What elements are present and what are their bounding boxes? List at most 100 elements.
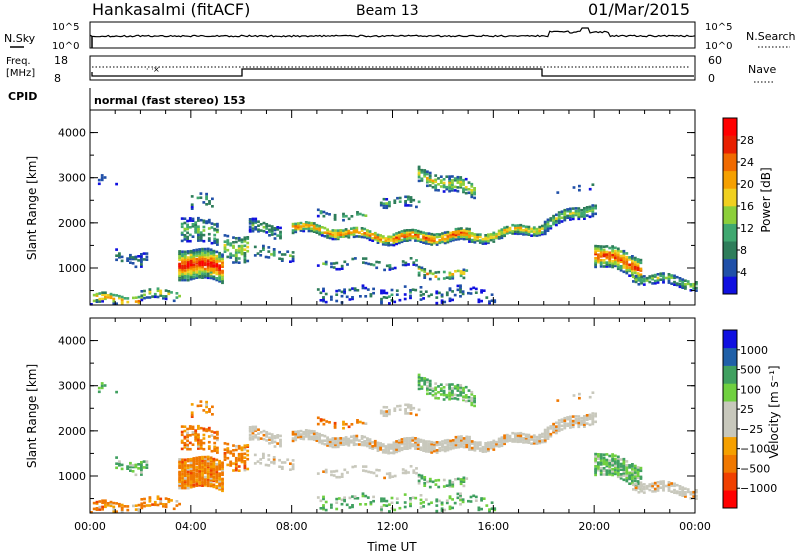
echo-cell bbox=[465, 477, 469, 480]
echo-cell bbox=[546, 227, 550, 230]
echo-cell bbox=[577, 425, 581, 429]
echo-cell bbox=[614, 256, 617, 260]
echo-cell bbox=[350, 215, 354, 218]
echo-cell bbox=[140, 502, 144, 505]
echo-cell bbox=[201, 253, 204, 257]
echo-cell bbox=[186, 435, 189, 439]
echo-cell bbox=[363, 435, 367, 439]
echo-cell bbox=[310, 227, 313, 230]
echo-cell bbox=[442, 478, 446, 482]
echo-cell bbox=[625, 268, 629, 272]
echo-cell bbox=[628, 474, 631, 477]
echo-cell bbox=[580, 213, 583, 217]
echo-cell bbox=[611, 263, 614, 267]
echo-cell bbox=[397, 442, 401, 446]
echo-cell bbox=[137, 467, 140, 470]
echo-cell bbox=[557, 217, 561, 220]
echo-cell bbox=[206, 259, 210, 263]
echo-cell bbox=[395, 238, 398, 241]
echo-cell bbox=[451, 189, 454, 192]
echo-cell bbox=[434, 382, 438, 385]
echo-cell bbox=[175, 296, 179, 299]
echo-cell bbox=[695, 489, 698, 492]
echo-cell bbox=[324, 470, 328, 474]
echo-cell bbox=[495, 442, 498, 446]
echo-cell bbox=[419, 440, 423, 443]
echo-cell bbox=[473, 446, 477, 450]
echo-cell bbox=[594, 252, 597, 256]
echo-cell bbox=[181, 264, 184, 268]
echo-cell bbox=[120, 295, 124, 299]
echo-cell bbox=[478, 235, 482, 239]
echo-cell bbox=[400, 230, 404, 233]
echo-cell bbox=[648, 280, 652, 284]
echo-cell bbox=[583, 217, 586, 220]
echo-cell bbox=[369, 263, 373, 266]
echo-cell bbox=[361, 286, 365, 290]
echo-cell bbox=[470, 440, 474, 443]
echo-cell bbox=[212, 261, 216, 264]
echo-cell bbox=[199, 445, 203, 448]
echo-cell bbox=[667, 277, 671, 280]
colorbar-swatch bbox=[723, 170, 737, 189]
echo-cell bbox=[368, 439, 372, 443]
echo-cell bbox=[137, 503, 141, 507]
echo-cell bbox=[464, 394, 468, 397]
echo-cell bbox=[206, 272, 210, 276]
echo-cell bbox=[664, 484, 668, 488]
echo-cell bbox=[522, 224, 525, 228]
echo-cell bbox=[142, 466, 146, 469]
echo-cell bbox=[397, 237, 401, 240]
echo-cell bbox=[257, 228, 260, 231]
echo-cell bbox=[614, 464, 617, 468]
echo-cell bbox=[248, 436, 252, 439]
echo-cell bbox=[571, 215, 575, 218]
echo-cell bbox=[373, 231, 377, 235]
echo-cell bbox=[684, 495, 687, 498]
echo-cell bbox=[137, 255, 140, 258]
echo-cell bbox=[336, 444, 340, 447]
echo-cell bbox=[631, 259, 634, 263]
echo-cell bbox=[232, 261, 235, 264]
echo-cell bbox=[406, 204, 410, 207]
echo-cell bbox=[361, 494, 365, 498]
echo-cell bbox=[181, 466, 184, 470]
echo-cell bbox=[633, 276, 637, 280]
echo-cell bbox=[223, 245, 227, 249]
echo-cell bbox=[234, 240, 238, 244]
echo-cell bbox=[226, 255, 230, 259]
echo-cell bbox=[218, 476, 221, 479]
echo-cell bbox=[392, 233, 396, 236]
echo-cell bbox=[294, 226, 298, 230]
echo-cell bbox=[473, 395, 476, 398]
echo-cell bbox=[415, 471, 418, 475]
echo-cell bbox=[385, 291, 389, 295]
echo-cell bbox=[434, 186, 438, 190]
echo-cell bbox=[112, 302, 116, 305]
echo-cell bbox=[273, 440, 277, 444]
echo-cell bbox=[189, 485, 193, 489]
echo-cell bbox=[120, 508, 124, 511]
echo-cell bbox=[259, 250, 263, 253]
echo-cell bbox=[181, 481, 184, 484]
echo-cell bbox=[186, 266, 190, 269]
echo-cell bbox=[209, 460, 213, 463]
echo-cell bbox=[198, 482, 201, 486]
echo-cell bbox=[201, 261, 204, 264]
echo-cell bbox=[514, 432, 517, 435]
echo-cell bbox=[181, 476, 184, 480]
echo-cell bbox=[183, 486, 187, 490]
echo-cell bbox=[302, 437, 306, 441]
echo-cell bbox=[574, 207, 578, 210]
echo-cell bbox=[497, 229, 501, 233]
echo-cell bbox=[322, 495, 325, 499]
echo-cell bbox=[546, 222, 550, 226]
echo-cell bbox=[392, 441, 396, 444]
echo-cell bbox=[336, 233, 340, 237]
echo-cell bbox=[218, 488, 221, 491]
echo-cell bbox=[460, 435, 463, 438]
echo-cell bbox=[137, 507, 141, 511]
echo-cell bbox=[307, 229, 311, 233]
echo-cell bbox=[642, 485, 646, 489]
echo-cell bbox=[265, 435, 269, 438]
